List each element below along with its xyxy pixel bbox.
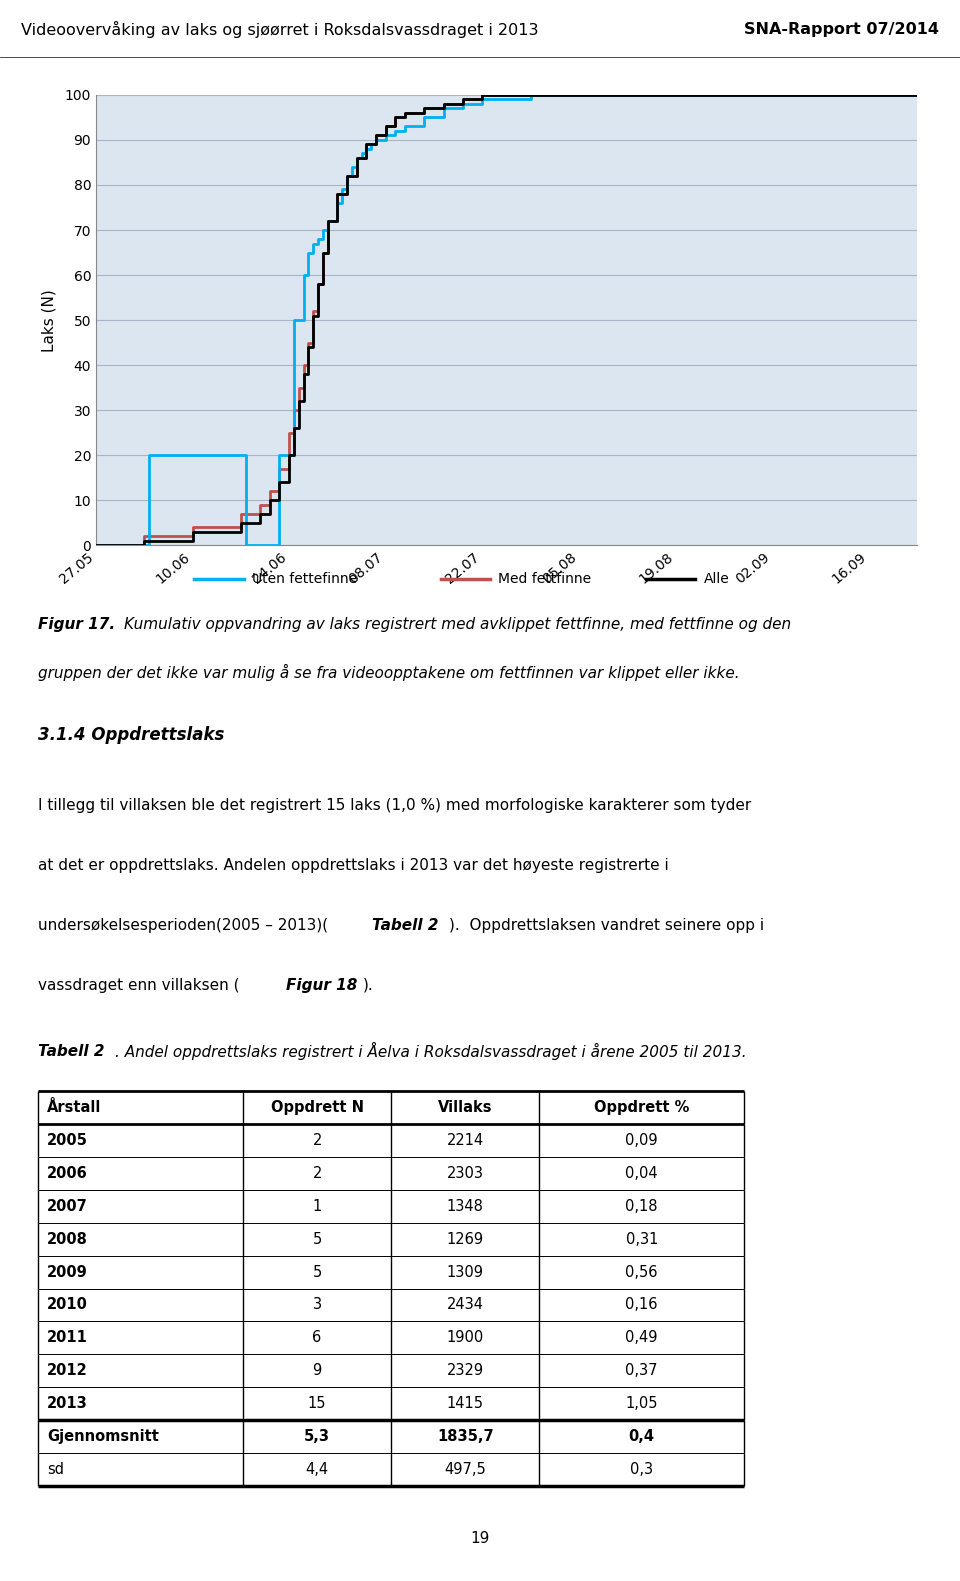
Text: 1: 1 xyxy=(313,1198,322,1214)
Text: I tillegg til villaksen ble det registrert 15 laks (1,0 %) med morfologiske kara: I tillegg til villaksen ble det registre… xyxy=(38,798,752,813)
Text: 2012: 2012 xyxy=(47,1363,87,1379)
Text: 0,09: 0,09 xyxy=(625,1134,658,1148)
Text: 0,56: 0,56 xyxy=(625,1265,658,1279)
Text: 0,18: 0,18 xyxy=(625,1198,658,1214)
Text: 0,49: 0,49 xyxy=(625,1331,658,1345)
Text: SNA-Rapport 07/2014: SNA-Rapport 07/2014 xyxy=(744,22,939,36)
Text: Uten fettefinne: Uten fettefinne xyxy=(252,572,357,587)
Text: gruppen der det ikke var mulig å se fra videoopptakene om fettfinnen var klippet: gruppen der det ikke var mulig å se fra … xyxy=(38,664,740,681)
Text: ).  Oppdrettslaksen vandret seinere opp i: ). Oppdrettslaksen vandret seinere opp i xyxy=(448,919,764,933)
Text: 19: 19 xyxy=(470,1530,490,1546)
Text: 0,04: 0,04 xyxy=(625,1165,658,1181)
Text: 6: 6 xyxy=(313,1331,322,1345)
Text: 9: 9 xyxy=(313,1363,322,1379)
Text: 1,05: 1,05 xyxy=(625,1396,658,1412)
Text: Oppdrett %: Oppdrett % xyxy=(594,1100,689,1115)
Text: 2: 2 xyxy=(312,1134,322,1148)
Text: 5: 5 xyxy=(313,1232,322,1246)
Text: 2010: 2010 xyxy=(47,1298,87,1312)
Text: 0,16: 0,16 xyxy=(625,1298,658,1312)
Text: Kumulativ oppvandring av laks registrert med avklippet fettfinne, med fettfinne : Kumulativ oppvandring av laks registrert… xyxy=(124,617,791,631)
Text: Tabell 2: Tabell 2 xyxy=(372,919,439,933)
Text: 2006: 2006 xyxy=(47,1165,87,1181)
Text: Med fettfinne: Med fettfinne xyxy=(498,572,591,587)
Text: 1900: 1900 xyxy=(446,1331,484,1345)
Text: 1415: 1415 xyxy=(446,1396,484,1412)
Text: Tabell 2: Tabell 2 xyxy=(38,1043,105,1059)
Y-axis label: Laks (N): Laks (N) xyxy=(41,289,57,351)
Text: vassdraget enn villaksen (: vassdraget enn villaksen ( xyxy=(38,977,240,993)
Text: . Andel oppdrettslaks registrert i Åelva i Roksdalsvassdraget i årene 2005 til 2: . Andel oppdrettslaks registrert i Åelva… xyxy=(114,1042,746,1061)
Text: ).: ). xyxy=(363,977,373,993)
Text: 2008: 2008 xyxy=(47,1232,87,1246)
Text: undersøkelsesperioden(2005 – 2013)(: undersøkelsesperioden(2005 – 2013)( xyxy=(38,919,328,933)
Text: 2005: 2005 xyxy=(47,1134,87,1148)
Text: 4,4: 4,4 xyxy=(305,1462,328,1477)
Text: Oppdrett N: Oppdrett N xyxy=(271,1100,364,1115)
Text: 1309: 1309 xyxy=(446,1265,484,1279)
Text: 0,37: 0,37 xyxy=(625,1363,658,1379)
Text: 0,3: 0,3 xyxy=(630,1462,653,1477)
Text: 2013: 2013 xyxy=(47,1396,87,1412)
Text: 0,4: 0,4 xyxy=(629,1429,655,1443)
Text: 2214: 2214 xyxy=(446,1134,484,1148)
Text: Villaks: Villaks xyxy=(438,1100,492,1115)
Text: Figur 17.: Figur 17. xyxy=(38,617,121,631)
Text: 1835,7: 1835,7 xyxy=(437,1429,493,1443)
Text: 1348: 1348 xyxy=(446,1198,484,1214)
Text: 2: 2 xyxy=(312,1165,322,1181)
Text: at det er oppdrettslaks. Andelen oppdrettslaks i 2013 var det høyeste registrert: at det er oppdrettslaks. Andelen oppdret… xyxy=(38,858,669,873)
Text: 2434: 2434 xyxy=(446,1298,484,1312)
Text: Figur 18: Figur 18 xyxy=(286,977,358,993)
Text: sd: sd xyxy=(47,1462,64,1477)
Text: 3: 3 xyxy=(313,1298,322,1312)
Text: Gjennomsnitt: Gjennomsnitt xyxy=(47,1429,158,1443)
Text: 2009: 2009 xyxy=(47,1265,87,1279)
Text: Årstall: Årstall xyxy=(47,1100,101,1115)
Text: 5: 5 xyxy=(313,1265,322,1279)
Text: 1269: 1269 xyxy=(446,1232,484,1246)
Text: 3.1.4 Oppdrettslaks: 3.1.4 Oppdrettslaks xyxy=(38,726,225,745)
Text: 2303: 2303 xyxy=(446,1165,484,1181)
Text: 15: 15 xyxy=(308,1396,326,1412)
Text: Videoovervåking av laks og sjøørret i Roksdalsvassdraget i 2013: Videoovervåking av laks og sjøørret i Ro… xyxy=(21,21,539,38)
Text: Alle: Alle xyxy=(704,572,730,587)
Text: 0,31: 0,31 xyxy=(626,1232,658,1246)
Text: 497,5: 497,5 xyxy=(444,1462,486,1477)
Text: 2007: 2007 xyxy=(47,1198,87,1214)
Text: 5,3: 5,3 xyxy=(304,1429,330,1443)
Text: 2329: 2329 xyxy=(446,1363,484,1379)
Text: 2011: 2011 xyxy=(47,1331,87,1345)
